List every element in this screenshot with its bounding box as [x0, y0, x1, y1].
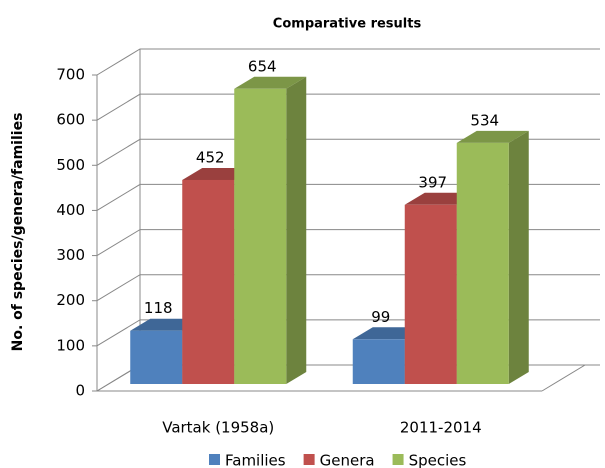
grid-line [96, 48, 600, 76]
y-tick-label: 400 [56, 201, 85, 219]
legend-swatch [392, 454, 404, 465]
y-tick-label: 600 [56, 111, 85, 129]
bar-top [456, 130, 529, 143]
grid-line [96, 183, 600, 211]
y-axis-label: No. of species/genera/families [10, 113, 26, 352]
y-tick-label: 300 [56, 246, 85, 264]
chart-title: Comparative results [273, 17, 422, 32]
bar [456, 142, 509, 384]
bar [130, 330, 183, 384]
legend-swatch [303, 454, 315, 465]
grid-line [96, 138, 600, 166]
y-tick-label: 700 [56, 66, 85, 84]
bar-side [286, 76, 307, 384]
bar-side [508, 130, 529, 384]
y-tick-label: 100 [56, 336, 85, 354]
y-tick-label: 0 [75, 382, 85, 400]
legend-swatch [209, 454, 220, 465]
y-tick-label: 200 [56, 291, 85, 309]
x-tick-label: 2011-2014 [400, 419, 482, 437]
data-label: 118 [144, 299, 173, 317]
bar [234, 88, 287, 384]
data-label: 534 [470, 111, 499, 129]
bar [352, 339, 405, 384]
bar [404, 204, 457, 384]
data-label: 99 [371, 308, 390, 326]
data-label: 654 [248, 57, 277, 75]
grid-line [96, 93, 600, 121]
data-label: 397 [418, 173, 447, 191]
legend-label: Families [225, 452, 286, 468]
legend-label: Genera [320, 452, 375, 468]
x-tick-label: Vartak (1958a) [162, 419, 274, 437]
legend-label: Species [409, 452, 467, 468]
bar [182, 179, 235, 384]
data-label: 452 [196, 148, 225, 166]
y-tick-label: 500 [56, 156, 85, 174]
bar-top [234, 76, 307, 89]
